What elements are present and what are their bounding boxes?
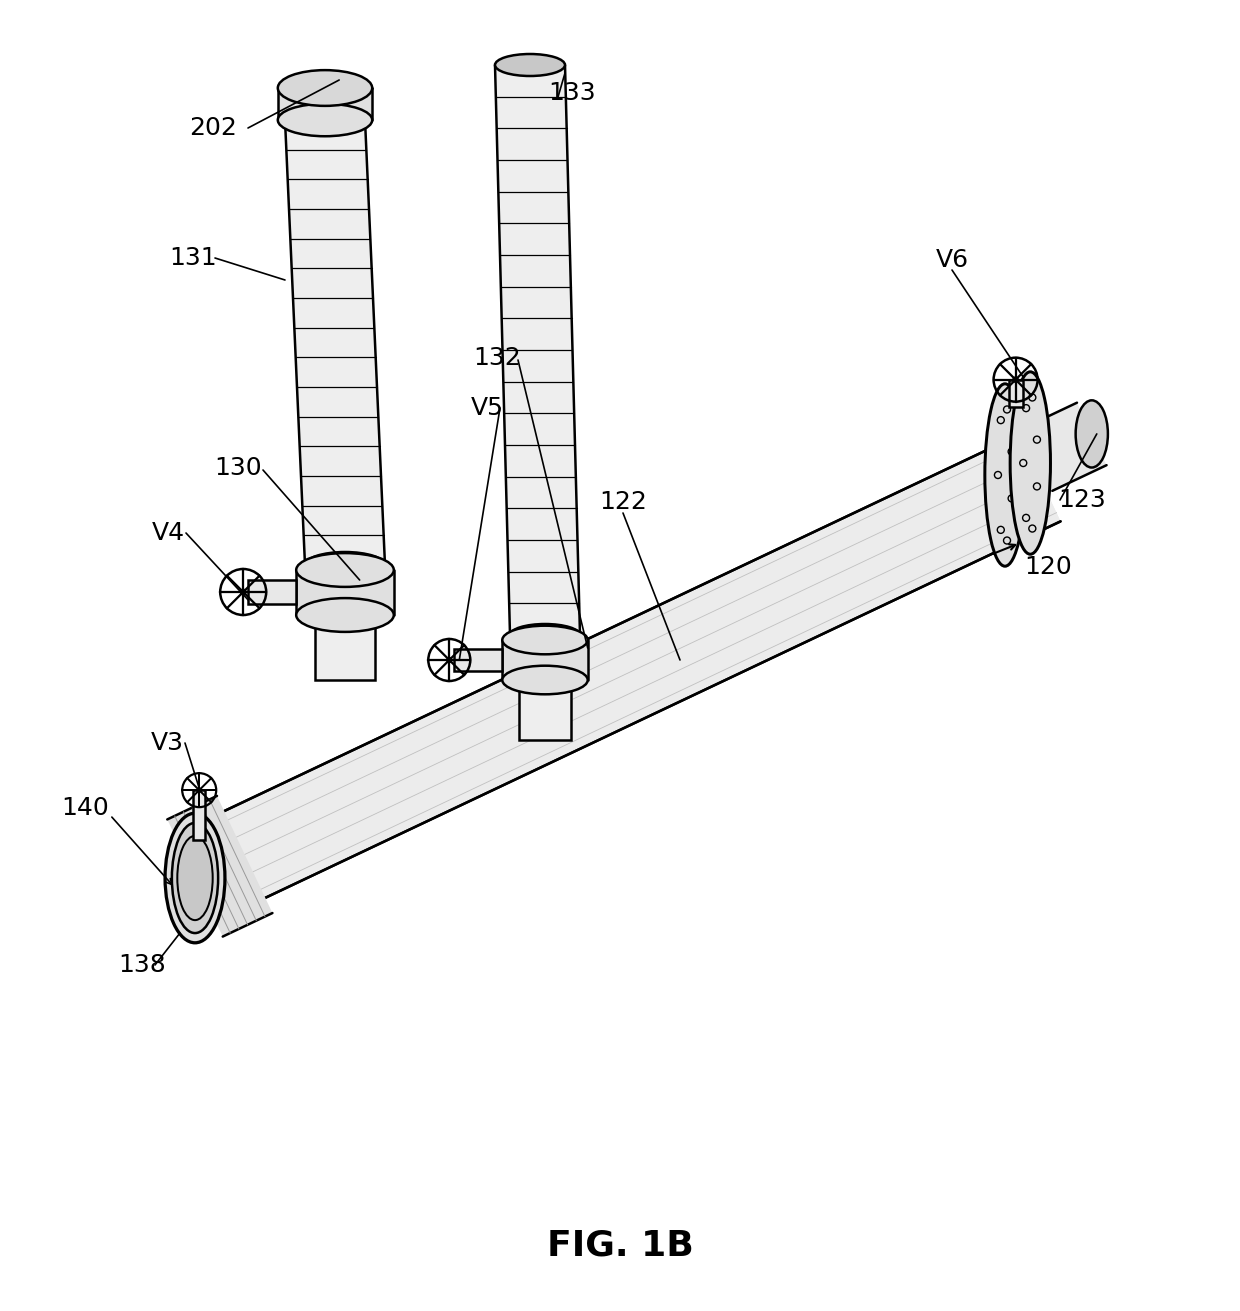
Ellipse shape — [495, 54, 565, 76]
Text: 132: 132 — [474, 346, 521, 370]
Ellipse shape — [1011, 372, 1050, 555]
Text: 202: 202 — [188, 115, 237, 140]
Polygon shape — [454, 649, 502, 671]
Polygon shape — [175, 435, 1060, 922]
Ellipse shape — [305, 552, 384, 578]
Ellipse shape — [296, 553, 394, 587]
Ellipse shape — [278, 104, 372, 136]
Polygon shape — [1008, 380, 1023, 408]
Ellipse shape — [165, 813, 224, 943]
Polygon shape — [278, 88, 372, 121]
Text: 140: 140 — [61, 796, 109, 819]
Ellipse shape — [502, 625, 588, 654]
Text: 120: 120 — [1024, 555, 1071, 579]
Text: V5: V5 — [470, 396, 503, 420]
Polygon shape — [296, 570, 394, 615]
Text: V3: V3 — [150, 732, 184, 755]
Circle shape — [241, 589, 246, 595]
Ellipse shape — [296, 598, 394, 632]
Text: FIG. 1B: FIG. 1B — [547, 1228, 693, 1262]
Polygon shape — [518, 680, 572, 739]
Ellipse shape — [985, 384, 1025, 566]
Text: 138: 138 — [118, 953, 166, 977]
Polygon shape — [315, 615, 374, 680]
Polygon shape — [248, 579, 296, 604]
Polygon shape — [495, 66, 580, 635]
Text: V6: V6 — [935, 248, 968, 271]
Polygon shape — [175, 435, 1060, 922]
Text: 122: 122 — [599, 490, 647, 514]
Ellipse shape — [278, 69, 372, 106]
Text: 123: 123 — [1058, 488, 1106, 513]
Text: V4: V4 — [151, 520, 185, 545]
Circle shape — [1013, 378, 1018, 383]
Circle shape — [197, 788, 201, 792]
Ellipse shape — [510, 624, 580, 646]
Polygon shape — [193, 791, 205, 840]
Polygon shape — [285, 121, 384, 565]
Ellipse shape — [177, 836, 213, 920]
Text: 131: 131 — [169, 246, 217, 270]
Polygon shape — [1023, 402, 1106, 490]
Ellipse shape — [502, 666, 588, 695]
Ellipse shape — [1075, 400, 1107, 468]
Ellipse shape — [172, 823, 218, 933]
Polygon shape — [167, 796, 273, 936]
Ellipse shape — [285, 108, 365, 132]
Text: 133: 133 — [548, 81, 595, 105]
Text: 130: 130 — [215, 456, 262, 480]
Circle shape — [446, 658, 451, 662]
Polygon shape — [502, 640, 588, 680]
